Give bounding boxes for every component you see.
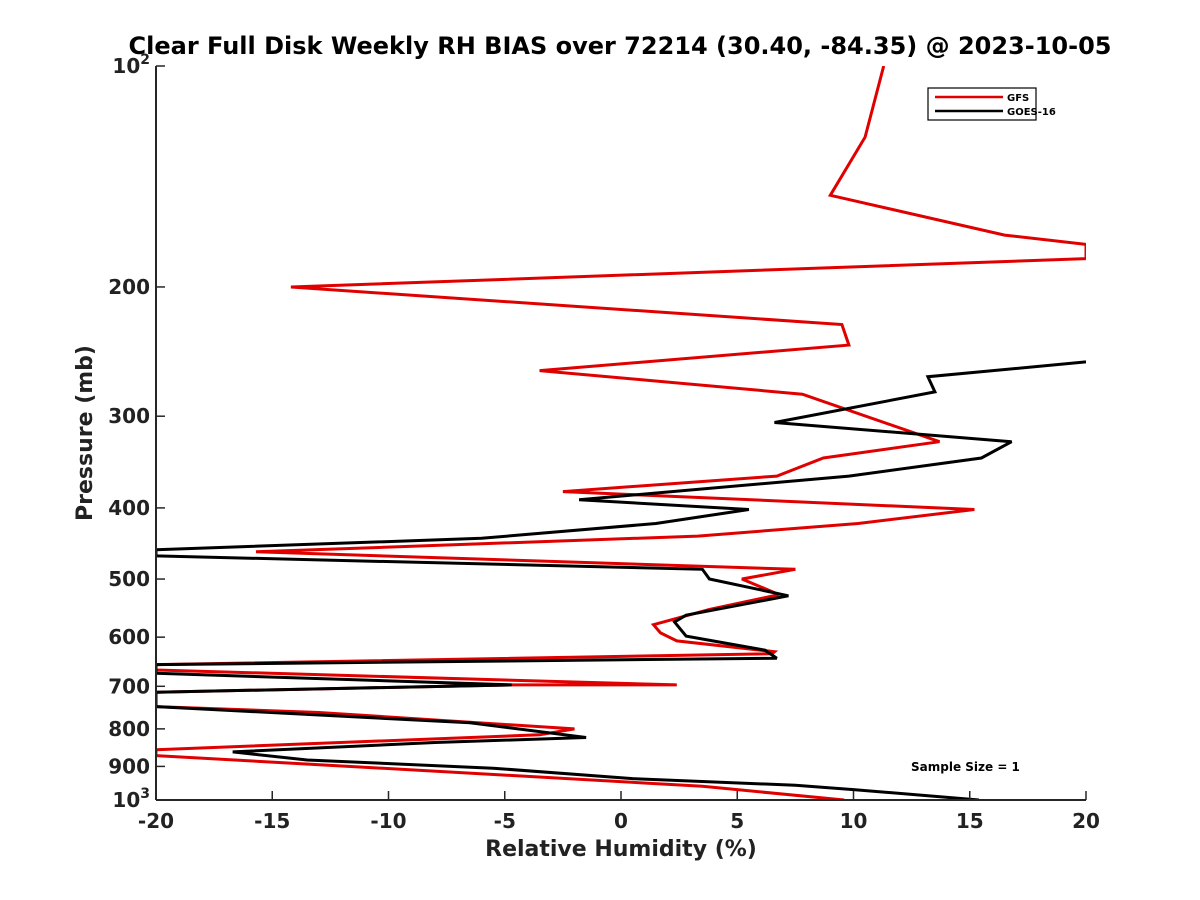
legend-box bbox=[927, 87, 1037, 121]
x-tick-label: -5 bbox=[494, 809, 516, 833]
y-tick-base: 700 bbox=[108, 674, 150, 698]
x-tick-label: -10 bbox=[370, 809, 406, 833]
sample-size-annotation: Sample Size = 1 bbox=[911, 760, 1020, 774]
y-tick-label: 200 bbox=[108, 275, 150, 299]
y-axis-label: Pressure (mb) bbox=[73, 345, 98, 521]
x-axis-label: Relative Humidity (%) bbox=[485, 837, 757, 862]
y-tick-label: 500 bbox=[108, 567, 150, 591]
x-tick-label: 15 bbox=[956, 809, 984, 833]
legend-label-goes16: GOES-16 bbox=[1007, 107, 1056, 118]
x-tick-label: 10 bbox=[840, 809, 868, 833]
y-tick-label: 700 bbox=[108, 674, 150, 698]
y-tick-base: 10 bbox=[112, 54, 140, 78]
x-tick-label: -15 bbox=[254, 809, 290, 833]
y-tick-exponent: 3 bbox=[140, 786, 150, 802]
x-tick-label: -20 bbox=[138, 809, 174, 833]
x-tick-label: 0 bbox=[614, 809, 628, 833]
series-line-gfs bbox=[156, 66, 1086, 800]
series-line-goes16 bbox=[156, 360, 1086, 800]
y-tick-base: 400 bbox=[108, 496, 150, 520]
x-tick-label: 5 bbox=[730, 809, 744, 833]
y-tick-label: 103 bbox=[112, 786, 150, 812]
y-tick-base: 10 bbox=[112, 788, 140, 812]
y-tick-base: 900 bbox=[108, 754, 150, 778]
y-tick-base: 200 bbox=[108, 275, 150, 299]
y-tick-base: 600 bbox=[108, 625, 150, 649]
y-tick-label: 300 bbox=[108, 404, 150, 428]
legend: GFS GOES-16 bbox=[927, 87, 1056, 121]
legend-label-gfs: GFS bbox=[1007, 93, 1029, 104]
y-tick-label: 400 bbox=[108, 496, 150, 520]
x-tick-group: -20 -15 -10 -5 0 5 10 15 20 bbox=[138, 791, 1100, 833]
y-tick-label: 800 bbox=[108, 717, 150, 741]
y-tick-label: 900 bbox=[108, 754, 150, 778]
series-layer bbox=[156, 66, 1086, 800]
y-tick-label: 102 bbox=[112, 52, 150, 78]
y-tick-base: 800 bbox=[108, 717, 150, 741]
chart-title: Clear Full Disk Weekly RH BIAS over 7221… bbox=[129, 32, 1112, 60]
y-tick-base: 300 bbox=[108, 404, 150, 428]
y-tick-exponent: 2 bbox=[140, 52, 150, 68]
x-tick-label: 20 bbox=[1072, 809, 1100, 833]
y-tick-label: 600 bbox=[108, 625, 150, 649]
y-tick-base: 500 bbox=[108, 567, 150, 591]
